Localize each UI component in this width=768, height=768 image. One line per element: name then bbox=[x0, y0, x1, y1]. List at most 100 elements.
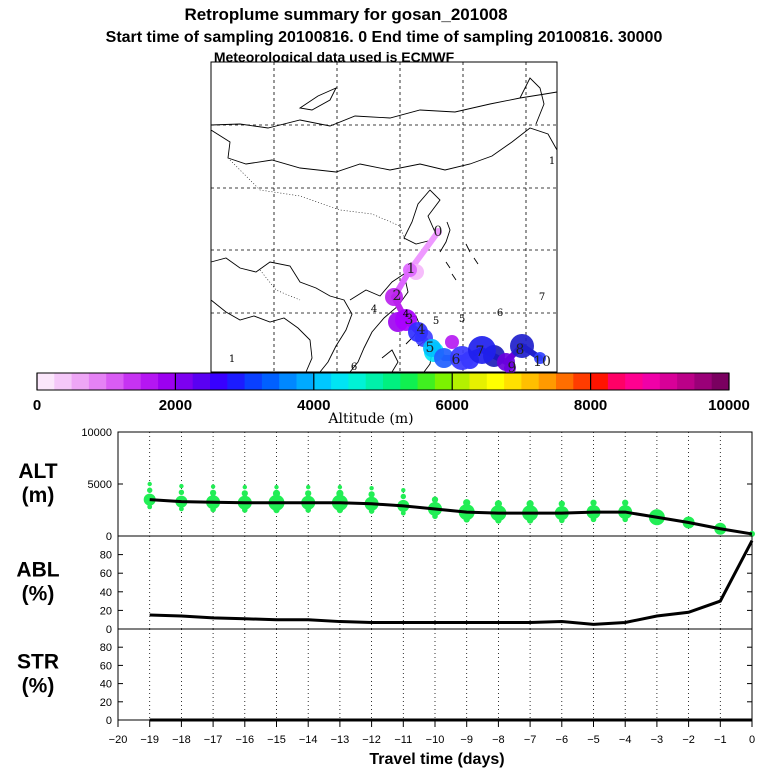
altitude-bubble-upper bbox=[400, 493, 406, 500]
str-panel: 0 20 40 60 80 STR(%) bbox=[17, 628, 753, 727]
y-tick-label: 5000 bbox=[88, 479, 112, 491]
colorbar-swatch bbox=[88, 373, 107, 390]
panel-frame bbox=[117, 628, 753, 721]
colorbar-swatch bbox=[365, 373, 384, 390]
x-tick-label: −4 bbox=[619, 734, 632, 746]
map-side-label: 6 bbox=[351, 362, 357, 373]
colorbar-swatch bbox=[434, 373, 453, 390]
altitude-bubble-lower bbox=[273, 506, 280, 514]
colorbar-swatch bbox=[573, 373, 591, 390]
y-tick-label: 0 bbox=[106, 531, 112, 543]
plume-blob bbox=[445, 335, 459, 349]
y-tick-label: 10000 bbox=[81, 427, 112, 439]
altitude-bubble-lower bbox=[400, 510, 406, 516]
y-tick-label: 60 bbox=[100, 660, 112, 672]
colorbar-swatch bbox=[504, 373, 522, 390]
altitude-bubble-top bbox=[210, 484, 216, 489]
altitude-bubble-lower bbox=[305, 507, 312, 513]
day-label: 7 bbox=[476, 344, 485, 360]
day-label: 1 bbox=[407, 261, 416, 277]
plume-point bbox=[450, 346, 474, 370]
abl-panel-line bbox=[149, 539, 754, 626]
trajectory-plume bbox=[385, 228, 546, 374]
x-tick-label: −13 bbox=[331, 734, 350, 746]
altitude-bubble-upper bbox=[336, 489, 344, 497]
altitude-bubble-upper bbox=[209, 489, 217, 496]
altitude-bubble-lower bbox=[590, 516, 597, 523]
plume-point bbox=[534, 352, 546, 364]
altitude-bubble-top bbox=[147, 481, 152, 487]
colorbar-swatch bbox=[694, 373, 713, 390]
plume-point bbox=[468, 336, 496, 364]
colorbar-swatch bbox=[659, 373, 678, 390]
altitude-bubble-upper bbox=[622, 499, 629, 506]
day-label: 5 bbox=[426, 340, 435, 356]
altitude-bubble-upper bbox=[241, 490, 248, 497]
map-side-label: 4 bbox=[403, 309, 409, 320]
map-side-label: 5 bbox=[433, 316, 439, 327]
colorbar-tick-label: 8000 bbox=[574, 397, 607, 414]
altitude-bubble-upper bbox=[463, 499, 471, 507]
altitude-colorbar: 0 2000 4000 6000 8000 10000 Altitude (m) bbox=[33, 372, 750, 427]
colorbar-swatch bbox=[625, 373, 643, 390]
altitude-bubble-top bbox=[401, 488, 406, 493]
day-label: 6 bbox=[452, 352, 461, 368]
map-side-label: 1 bbox=[549, 156, 555, 167]
travel-time-axis: −20 −19 −18 −17 −16 −15 −14 −13 −12 −11 −10 −9 −8 −7−… bbox=[109, 720, 755, 746]
plume-point bbox=[497, 353, 515, 371]
colorbar-swatch bbox=[331, 373, 349, 390]
x-tick-label: −17 bbox=[204, 734, 223, 746]
time-series-panels: 0500010000ALT(m)020406080ABL(%)020406080… bbox=[16, 427, 755, 727]
map-side-label: 5 bbox=[459, 314, 465, 325]
altitude-bubble-lower bbox=[336, 506, 344, 514]
altitude-bubble-upper bbox=[272, 489, 281, 497]
x-tick-label: −19 bbox=[140, 734, 159, 746]
y-tick-label: 80 bbox=[100, 550, 112, 562]
altitude-bubble-lower bbox=[179, 506, 184, 512]
x-tick-label: −9 bbox=[460, 734, 473, 746]
colorbar-swatch bbox=[486, 373, 505, 390]
plume-point bbox=[385, 288, 403, 306]
figure-title: Retroplume summary for gosan_201008 bbox=[184, 5, 507, 24]
x-tick-label: −11 bbox=[394, 734, 412, 746]
y-tick-label: 20 bbox=[100, 605, 112, 617]
y-tick-label: 80 bbox=[100, 642, 112, 654]
colorbar-tick-label: 4000 bbox=[297, 397, 330, 414]
y-tick-label: 0 bbox=[106, 624, 112, 636]
altitude-bubble-lower bbox=[368, 508, 375, 514]
colorbar-swatch bbox=[556, 373, 574, 390]
y-tick-label: 0 bbox=[106, 715, 112, 727]
x-tick-label: −1 bbox=[714, 734, 727, 746]
colorbar-label: Altitude (m) bbox=[327, 411, 413, 427]
colorbar-swatch bbox=[227, 373, 245, 390]
altitude-bubble-upper bbox=[590, 499, 597, 506]
altitude-bubble-upper bbox=[147, 487, 153, 493]
altitude-bubble-lower bbox=[147, 504, 153, 510]
colorbar-swatch bbox=[348, 373, 367, 390]
colorbar-swatch bbox=[711, 373, 730, 390]
alt-panel: 0 5000 10000 ALT(m) bbox=[18, 427, 755, 543]
map-side-label: 7 bbox=[539, 292, 545, 303]
altitude-bubble-lower bbox=[432, 513, 438, 520]
altitude-bubble-upper bbox=[368, 491, 375, 498]
altitude-bubble-upper bbox=[178, 489, 185, 496]
plume-point bbox=[434, 228, 442, 236]
panel-ylabel-line2: (%) bbox=[22, 583, 55, 606]
x-tick-label: −14 bbox=[299, 734, 318, 746]
colorbar-swatch bbox=[607, 373, 626, 390]
colorbar-swatch bbox=[140, 373, 159, 390]
mean-altitude-line bbox=[149, 498, 753, 536]
altitude-bubble-top bbox=[306, 484, 311, 490]
day-label: 0 bbox=[434, 224, 443, 240]
panel-ylabel-line2: (%) bbox=[22, 675, 55, 698]
x-tick-label: −3 bbox=[651, 734, 664, 746]
panel-ylabel-line1: STR bbox=[17, 651, 59, 674]
x-tick-label: −6 bbox=[556, 734, 569, 746]
colorbar-swatch bbox=[123, 373, 142, 390]
colorbar-swatch bbox=[383, 373, 401, 390]
x-tick-label: −20 bbox=[109, 734, 128, 746]
colorbar-swatch bbox=[313, 373, 332, 390]
abl-panel: 0 20 40 60 80 ABL(%) bbox=[16, 535, 754, 636]
